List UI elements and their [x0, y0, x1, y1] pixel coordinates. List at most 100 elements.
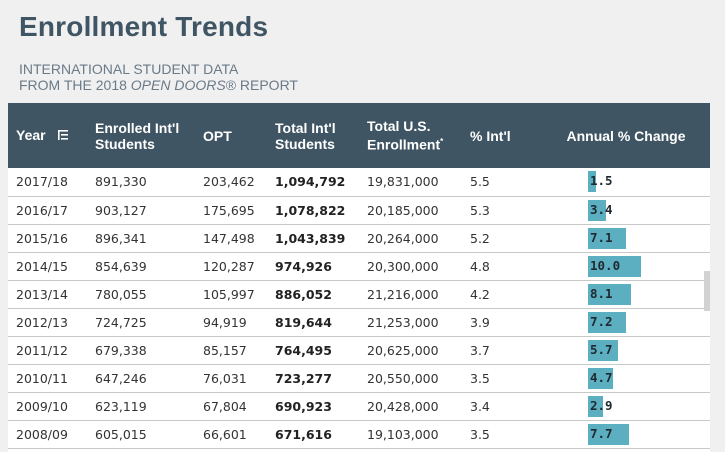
cell-year: 2016/17 — [16, 202, 68, 218]
cell-year: 2008/09 — [16, 426, 68, 442]
cell-us-enrollment: 19,831,000 — [367, 174, 439, 190]
cell-annual-change: 5.7 — [542, 336, 710, 364]
page-subtitle: INTERNATIONAL STUDENT DATA FROM THE 2018… — [19, 61, 298, 93]
change-value: 2.9 — [590, 397, 613, 413]
cell-annual-change: 8.1 — [542, 280, 710, 308]
header-year[interactable]: Year — [8, 103, 87, 168]
change-bar — [588, 255, 641, 277]
cell-us-enrollment: 20,625,000 — [367, 342, 439, 358]
table-row: 2014/15 854,639 120,287 974,926 20,300,000 4.… — [8, 252, 710, 280]
cell-pct-intl: 5.3 — [470, 202, 490, 218]
cell-us-enrollment: 20,300,000 — [367, 258, 439, 274]
change-value: 7.7 — [590, 425, 613, 441]
cell-annual-change: 10.0 — [542, 252, 710, 280]
cell-annual-change: 3.4 — [542, 196, 710, 224]
change-bar — [588, 311, 627, 333]
cell-total: 1,043,839 — [275, 230, 346, 246]
cell-year: 2015/16 — [16, 230, 68, 246]
header-annual-change[interactable]: Annual % Change — [566, 127, 686, 144]
cell-year: 2014/15 — [16, 258, 68, 274]
change-value: 8.1 — [590, 285, 613, 301]
cell-enrolled: 605,015 — [95, 426, 147, 442]
cell-enrolled: 854,639 — [95, 258, 147, 274]
cell-annual-change: 7.1 — [542, 224, 710, 252]
cell-opt: 67,804 — [203, 398, 247, 414]
table-row: 2015/16 896,341 147,498 1,043,839 20,264,000… — [8, 224, 710, 252]
cell-year: 2011/12 — [16, 342, 68, 358]
cell-pct-intl: 3.4 — [470, 398, 490, 414]
cell-pct-intl: 5.5 — [470, 174, 490, 190]
cell-total: 1,078,822 — [275, 202, 346, 218]
change-bar — [588, 339, 619, 361]
change-bar — [588, 367, 613, 389]
cell-total: 886,052 — [275, 286, 332, 302]
table-row: 2011/12 679,338 85,157 764,495 20,625,000 3.7… — [8, 336, 710, 364]
cell-opt: 175,695 — [203, 202, 255, 218]
cell-total: 723,277 — [275, 370, 332, 386]
cell-opt: 85,157 — [203, 342, 247, 358]
cell-us-enrollment: 21,216,000 — [367, 286, 439, 302]
table-row: 2016/17 903,127 175,695 1,078,822 20,185,000… — [8, 196, 710, 224]
cell-pct-intl: 3.5 — [470, 426, 490, 442]
table-row: 2009/10 623,119 67,804 690,923 20,428,000 3.4… — [8, 392, 710, 420]
cell-year: 2012/13 — [16, 314, 68, 330]
cell-year: 2017/18 — [16, 174, 68, 190]
change-value: 1.5 — [590, 173, 613, 188]
change-value: 5.7 — [590, 341, 613, 357]
cell-total: 1,094,792 — [275, 174, 346, 190]
cell-enrolled: 679,338 — [95, 342, 147, 358]
cell-us-enrollment: 21,253,000 — [367, 314, 439, 330]
cell-pct-intl: 4.2 — [470, 286, 490, 302]
cell-enrolled: 891,330 — [95, 174, 147, 190]
cell-annual-change: 1.5 — [542, 168, 710, 196]
change-bar — [588, 395, 604, 417]
header-us-enrollment[interactable]: Total U.S. Enrollment* — [367, 118, 444, 153]
cell-enrolled: 903,127 — [95, 202, 147, 218]
cell-annual-change: 7.2 — [542, 308, 710, 336]
subtitle-line-2: FROM THE 2018 OPEN DOORS® REPORT — [19, 77, 298, 93]
cell-opt: 76,031 — [203, 370, 247, 386]
enrollment-table: Year Enrolled Int'l Students OPT Total In… — [8, 103, 710, 449]
cell-total: 974,926 — [275, 258, 332, 274]
change-bar — [588, 227, 626, 249]
cell-total: 819,644 — [275, 314, 332, 330]
cell-opt: 66,601 — [203, 426, 247, 442]
change-bar — [588, 283, 631, 305]
cell-pct-intl: 4.8 — [470, 258, 490, 274]
cell-pct-intl: 5.2 — [470, 230, 490, 246]
change-bar — [588, 423, 629, 445]
cell-year: 2013/14 — [16, 286, 68, 302]
table-row: 2008/09 605,015 66,601 671,616 19,103,000 3.5… — [8, 420, 710, 448]
cell-us-enrollment: 20,550,000 — [367, 370, 439, 386]
header-total[interactable]: Total Int'l Students — [275, 119, 336, 152]
cell-opt: 203,462 — [203, 174, 255, 190]
cell-enrolled: 647,246 — [95, 370, 147, 386]
cell-year: 2010/11 — [16, 370, 68, 386]
change-bar — [588, 171, 596, 192]
change-value: 10.0 — [590, 257, 621, 273]
change-bar — [588, 199, 607, 221]
sort-filter-icon[interactable] — [57, 128, 69, 144]
change-value: 7.2 — [590, 313, 613, 329]
cell-pct-intl: 3.9 — [470, 314, 490, 330]
table-row: 2013/14 780,055 105,997 886,052 21,216,000 4.… — [8, 280, 710, 308]
header-enrolled[interactable]: Enrolled Int'l Students — [95, 119, 180, 152]
cell-us-enrollment: 20,428,000 — [367, 398, 439, 414]
cell-enrolled: 623,119 — [95, 398, 147, 414]
cell-annual-change: 7.7 — [542, 420, 710, 448]
subtitle-line-1: INTERNATIONAL STUDENT DATA — [19, 61, 239, 77]
scrollbar[interactable] — [704, 271, 710, 311]
enrollment-table-container[interactable]: Year Enrolled Int'l Students OPT Total In… — [8, 103, 710, 452]
cell-year: 2009/10 — [16, 398, 68, 414]
header-opt[interactable]: OPT — [203, 127, 232, 144]
cell-total: 764,495 — [275, 342, 332, 358]
cell-total: 690,923 — [275, 398, 332, 414]
cell-enrolled: 724,725 — [95, 314, 147, 330]
cell-us-enrollment: 20,264,000 — [367, 230, 439, 246]
cell-pct-intl: 3.7 — [470, 342, 490, 358]
change-value: 4.7 — [590, 369, 613, 385]
cell-enrolled: 780,055 — [95, 286, 147, 302]
cell-pct-intl: 3.5 — [470, 370, 490, 386]
header-pct-intl[interactable]: % Int'l — [470, 127, 511, 144]
cell-opt: 120,287 — [203, 258, 255, 274]
